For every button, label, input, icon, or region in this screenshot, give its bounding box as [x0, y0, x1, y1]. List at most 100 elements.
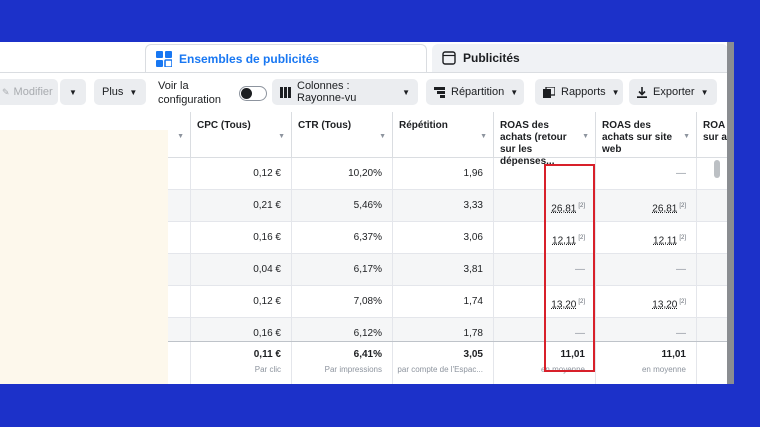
columns-icon	[280, 86, 291, 98]
cell-roas-web: —	[596, 318, 697, 350]
cell-ctr: 5,46%	[292, 190, 393, 222]
sort-icon: ▼	[683, 133, 690, 140]
toggle-knob	[241, 88, 252, 99]
name-cell[interactable]	[0, 190, 191, 222]
caret-down-icon: ▼	[611, 87, 620, 97]
sort-icon: ▼	[582, 133, 589, 140]
more-button[interactable]: Plus ▼	[94, 79, 146, 105]
cell-roas	[494, 158, 596, 190]
total-name-cell	[0, 342, 191, 384]
pencil-icon: ✎	[2, 86, 10, 97]
cell-roas-web[interactable]: 13,20 [2]	[596, 286, 697, 318]
download-icon	[637, 86, 647, 98]
cell-cpc: 0,12 €	[191, 286, 292, 318]
cell-roas: —	[494, 254, 596, 286]
total-ctr: 6,41% Par impressions	[292, 342, 393, 384]
table-row[interactable]: 0,12 €10,20% 1,96 —	[0, 158, 727, 190]
ad-page-icon	[442, 51, 456, 65]
roas-highlight-box	[544, 164, 595, 372]
scrollbar-thumb[interactable]	[714, 160, 720, 178]
name-cell[interactable]	[0, 158, 191, 190]
footnote-marker: [2]	[578, 299, 585, 305]
header-roas[interactable]: ROAS des achats (retour sur les dépenses…	[494, 112, 596, 167]
cell-cpc: 0,16 €	[191, 222, 292, 254]
window-scrollbar[interactable]	[727, 42, 734, 384]
caret-down-icon: ▼	[129, 87, 138, 97]
caret-down-icon: ▼	[402, 87, 410, 97]
header-ctr[interactable]: CTR (Tous) ▼	[292, 112, 393, 158]
header-roas-web[interactable]: ROAS des achats sur site web ▼	[596, 112, 697, 158]
name-cell[interactable]	[0, 254, 191, 286]
redacted-area	[0, 130, 168, 384]
roas-value-link[interactable]: 26,81	[652, 203, 678, 215]
view-config-label: Voir la configuration	[158, 80, 221, 106]
vertical-scrollbar[interactable]	[713, 160, 721, 380]
cell-ctr: 6,37%	[292, 222, 393, 254]
cell-ctr: 6,12%	[292, 318, 393, 350]
cell-ctr: 7,08%	[292, 286, 393, 318]
tab-ad-sets-label: Ensembles de publicités	[179, 51, 320, 66]
footnote-marker: [2]	[679, 235, 686, 241]
ads-manager-panel: Ensembles de publicités Publicités ✎ Mod…	[0, 42, 734, 384]
breakdown-icon	[434, 86, 445, 98]
footnote-marker: [2]	[578, 203, 585, 209]
sort-icon: ▼	[177, 133, 184, 140]
export-button[interactable]: Exporter ▼	[629, 79, 717, 105]
roas-value-link[interactable]: 12,11	[552, 235, 577, 247]
cell-roas-web: —	[596, 158, 697, 190]
footnote-marker: [2]	[679, 203, 686, 209]
cell-roas-web: —	[596, 254, 697, 286]
modify-dropdown-button[interactable]: ▼	[60, 79, 86, 105]
cell-roas[interactable]: 12,11 [2]	[494, 222, 596, 254]
sort-icon: ▼	[278, 133, 285, 140]
columns-button[interactable]: Colonnes : Rayonne-vu ▼	[272, 79, 418, 105]
roas-value-link[interactable]: 13,20	[652, 299, 678, 311]
view-config-toggle[interactable]	[239, 86, 267, 101]
cell-freq: 3,81	[393, 254, 494, 286]
caret-down-icon: ▼	[510, 87, 519, 97]
table-row[interactable]: 0,16 €6,37% 3,06 12,11 [2] 12,11 [2]	[0, 222, 727, 254]
cell-cpc: 0,12 €	[191, 158, 292, 190]
grid-icon	[156, 50, 172, 67]
toolbar: ✎ Modifier ▼ Plus ▼ Voir la configuratio…	[0, 72, 727, 112]
roas-value-link[interactable]: 26,81	[551, 203, 577, 215]
name-cell[interactable]	[0, 286, 191, 318]
caret-down-icon: ▼	[69, 87, 77, 97]
header-roas-truncated[interactable]: ROA sur a	[697, 112, 727, 158]
cell-roas[interactable]: 13,20 [2]	[494, 286, 596, 318]
cell-cpc: 0,16 €	[191, 318, 292, 350]
header-frequency[interactable]: Répétition ▼	[393, 112, 494, 158]
cell-freq: 1,78	[393, 318, 494, 350]
cell-roas[interactable]: 26,81 [2]	[494, 190, 596, 222]
sort-icon: ▼	[379, 133, 386, 140]
total-roas: 11,01 en moyenne	[494, 342, 596, 384]
sort-icon: ▼	[480, 133, 487, 140]
name-cell[interactable]	[0, 318, 191, 350]
total-cpc: 0,11 € Par clic	[191, 342, 292, 384]
cell-freq: 3,06	[393, 222, 494, 254]
cell-cpc: 0,04 €	[191, 254, 292, 286]
table-row[interactable]: 0,12 €7,08% 1,74 13,20 [2] 13,20 [2]	[0, 286, 727, 318]
modify-button[interactable]: ✎ Modifier	[0, 79, 58, 105]
tab-ad-sets[interactable]: Ensembles de publicités	[145, 44, 427, 72]
header-cpc[interactable]: CPC (Tous) ▼	[191, 112, 292, 158]
tab-ads-label: Publicités	[463, 51, 520, 65]
cell-freq: 3,33	[393, 190, 494, 222]
cell-freq: 1,74	[393, 286, 494, 318]
reports-icon	[543, 86, 555, 98]
roas-value-link[interactable]: 12,11	[653, 235, 678, 247]
cell-freq: 1,96	[393, 158, 494, 190]
name-cell[interactable]	[0, 222, 191, 254]
tab-ads[interactable]: Publicités	[432, 44, 728, 72]
breakdown-button[interactable]: Répartition ▼	[426, 79, 524, 105]
cell-cpc: 0,21 €	[191, 190, 292, 222]
cell-ctr: 10,20%	[292, 158, 393, 190]
reports-button[interactable]: Rapports ▼	[535, 79, 623, 105]
total-frequency: 3,05 par compte de l'Espac...	[393, 342, 494, 384]
cell-roas: —	[494, 318, 596, 350]
cell-roas-web[interactable]: 12,11 [2]	[596, 222, 697, 254]
cell-roas-web[interactable]: 26,81 [2]	[596, 190, 697, 222]
total-roas-web: 11,01 en moyenne	[596, 342, 697, 384]
roas-value-link[interactable]: 13,20	[551, 299, 577, 311]
footnote-marker: [2]	[679, 299, 686, 305]
